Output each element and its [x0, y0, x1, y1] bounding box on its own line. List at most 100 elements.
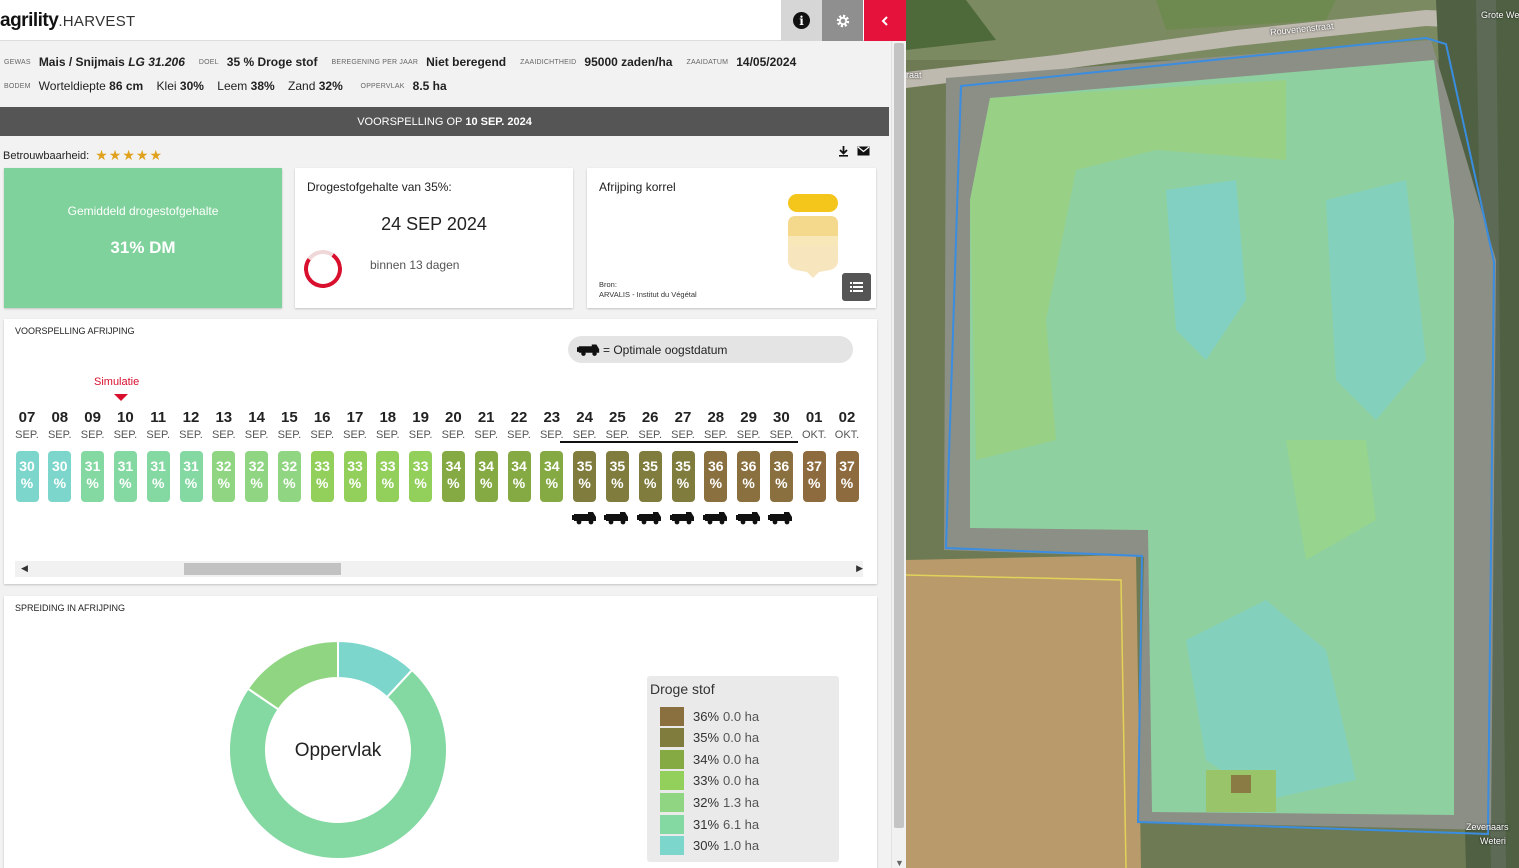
- forecast-day[interactable]: 01 OKT. 37%: [797, 409, 831, 502]
- forecast-day[interactable]: 21 SEP. 34%: [469, 409, 503, 502]
- day-number: 20: [445, 409, 462, 426]
- day-number: 19: [412, 409, 429, 426]
- day-month: SEP.: [474, 429, 499, 441]
- forecast-day[interactable]: 17 SEP. 33%: [338, 409, 372, 502]
- download-icon[interactable]: [838, 145, 849, 160]
- day-month: SEP.: [113, 429, 138, 441]
- info-row-soil: Bodem Worteldiepte 86 cm Klei 30% Leem 3…: [4, 76, 461, 96]
- forecast-day[interactable]: 09 SEP. 31%: [76, 409, 110, 502]
- day-dm-value: 31%: [146, 451, 170, 502]
- forecast-day[interactable]: 02 OKT. 37%: [830, 409, 864, 502]
- reliability-label: Betrouwbaarheid:: [3, 149, 90, 162]
- harvester-icon: [604, 512, 629, 525]
- zaaidatum-label: Zaaidatum: [686, 58, 729, 66]
- forecast-day[interactable]: 08 SEP. 30%: [43, 409, 77, 502]
- forecast-timeline[interactable]: 07 SEP. 30% 08 SEP. 30% 09 SEP. 31% 10 SEP. 31% 11 SE…: [4, 409, 877, 549]
- forecast-day[interactable]: 22 SEP. 34%: [502, 409, 536, 502]
- dm-legend-row: 34% 0.0 ha: [660, 749, 759, 769]
- forecast-day[interactable]: 13 SEP. 32%: [207, 409, 241, 502]
- forecast-day[interactable]: 27 SEP. 35%: [666, 409, 700, 530]
- panel-scroll-thumb[interactable]: [894, 43, 904, 828]
- day-month: SEP.: [47, 429, 72, 441]
- forecast-day[interactable]: 25 SEP. 35%: [600, 409, 634, 530]
- forecast-day[interactable]: 16 SEP. 33%: [305, 409, 339, 502]
- timeline-scroll-thumb[interactable]: [184, 563, 341, 575]
- day-dm-value: 34%: [540, 451, 564, 502]
- day-number: 24: [576, 409, 593, 426]
- info-row-crop: Gewas Mais / Snijmais LG 31.206 Doel 35 …: [4, 52, 810, 72]
- day-number: 08: [51, 409, 69, 426]
- panel-scrollbar[interactable]: ▼: [891, 41, 906, 868]
- satellite-map[interactable]: [906, 0, 1519, 868]
- panel-content[interactable]: Gewas Mais / Snijmais LG 31.206 Doel 35 …: [0, 41, 891, 868]
- star-rating: ★★★★★: [95, 147, 163, 163]
- forecast-day[interactable]: 07 SEP. 30%: [10, 409, 44, 502]
- forecast-day[interactable]: 28 SEP. 36%: [699, 409, 733, 530]
- collapse-panel-button[interactable]: [864, 0, 906, 41]
- day-month: SEP.: [80, 429, 105, 441]
- forecast-day[interactable]: 15 SEP. 32%: [272, 409, 306, 502]
- forecast-day[interactable]: 26 SEP. 35%: [633, 409, 667, 530]
- forecast-day[interactable]: 24 SEP. 35%: [568, 409, 602, 530]
- forecast-day[interactable]: 10 SEP. 31%: [108, 409, 142, 502]
- day-number: 30: [773, 409, 790, 426]
- day-number: 13: [215, 409, 233, 426]
- legend-percent: 32%: [693, 794, 720, 810]
- day-number: 21: [477, 409, 495, 426]
- forecast-card: Voorspelling afrijping = Optimale oogstd…: [4, 319, 877, 584]
- legend-swatch: [660, 728, 684, 748]
- day-month: SEP.: [310, 429, 335, 441]
- average-dm-card: Gemiddeld drogestofgehalte 31% DM: [4, 168, 282, 308]
- scroll-right-icon[interactable]: ▶: [856, 563, 863, 573]
- harvest-panel: agrility.HARVEST i Gewas Mais / Sn: [0, 0, 906, 868]
- list-button[interactable]: [842, 273, 871, 301]
- forecast-day[interactable]: 18 SEP. 33%: [371, 409, 405, 502]
- spread-card: Spreiding in afrijping Oppervlak Droge s…: [4, 596, 877, 868]
- countdown-ring-icon: [300, 246, 346, 292]
- forecast-day[interactable]: 14 SEP. 32%: [240, 409, 274, 502]
- legend-swatch: [660, 792, 684, 812]
- doel-value: 35 % Droge stof: [226, 55, 318, 69]
- day-dm-value: 32%: [245, 451, 269, 502]
- legend-area: 0.0 ha: [723, 708, 760, 724]
- day-dm-value: 36%: [737, 451, 761, 502]
- simulation-label: Simulatie: [94, 376, 140, 388]
- forecast-day[interactable]: 29 SEP. 36%: [732, 409, 766, 530]
- day-month: OKT.: [801, 429, 827, 441]
- prediction-header: VOORSPELLING OP 10 SEP. 2024: [0, 107, 889, 136]
- day-number: 14: [248, 409, 265, 426]
- day-number: 25: [609, 409, 626, 426]
- dm-legend-row: 33% 0.0 ha: [660, 771, 759, 791]
- oppervlak-label: Oppervlak: [360, 82, 405, 90]
- scroll-down-icon[interactable]: ▼: [895, 858, 904, 868]
- average-dm-value: 31% DM: [110, 238, 176, 257]
- settings-button[interactable]: [822, 0, 863, 41]
- day-dm-value: 32%: [212, 451, 236, 502]
- forecast-day[interactable]: 11 SEP. 31%: [141, 409, 175, 502]
- day-dm-value: 30%: [48, 451, 72, 502]
- forecast-day[interactable]: 12 SEP. 31%: [174, 409, 208, 502]
- day-dm-value: 33%: [376, 451, 400, 502]
- day-dm-value: 33%: [343, 451, 367, 502]
- timeline-scrollbar[interactable]: ◀ ▶: [15, 561, 863, 577]
- forecast-day[interactable]: 30 SEP. 36%: [764, 409, 798, 530]
- day-month: SEP.: [179, 429, 203, 441]
- legend-area: 0.0 ha: [723, 773, 760, 789]
- chevron-left-icon: [881, 15, 888, 26]
- day-month: SEP.: [277, 429, 302, 441]
- day-number: 29: [740, 409, 757, 426]
- scroll-left-icon[interactable]: ◀: [21, 563, 28, 573]
- legend-percent: 36%: [693, 708, 720, 724]
- forecast-day[interactable]: 20 SEP. 34%: [436, 409, 470, 502]
- day-number: 17: [346, 409, 364, 426]
- dm-target-countdown: binnen 13 dagen: [370, 258, 460, 272]
- day-dm-value: 34%: [441, 451, 465, 502]
- info-button[interactable]: i: [781, 0, 822, 41]
- forecast-day[interactable]: 19 SEP. 33%: [404, 409, 438, 502]
- mail-icon[interactable]: [857, 144, 870, 159]
- day-month: SEP.: [638, 429, 663, 441]
- field-map[interactable]: Rouvenenstraat Grote We raat Zevenaars W…: [906, 0, 1519, 868]
- corn-kernel-icon: [788, 194, 838, 278]
- day-dm-value: 36%: [769, 451, 793, 502]
- forecast-day[interactable]: 23 SEP. 34%: [535, 409, 569, 502]
